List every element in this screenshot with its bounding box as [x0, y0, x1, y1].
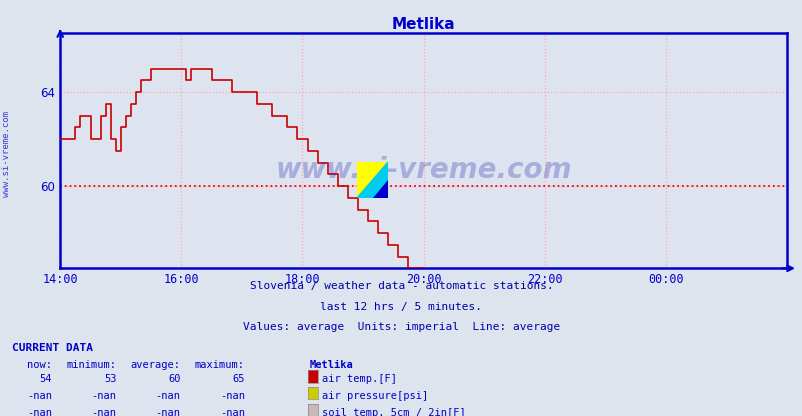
- Text: 54: 54: [39, 374, 52, 384]
- Text: air pressure[psi]: air pressure[psi]: [322, 391, 427, 401]
- Text: air temp.[F]: air temp.[F]: [322, 374, 396, 384]
- Text: www.si-vreme.com: www.si-vreme.com: [2, 111, 11, 197]
- Text: -nan: -nan: [156, 391, 180, 401]
- Text: -nan: -nan: [91, 391, 116, 401]
- Text: average:: average:: [131, 360, 180, 370]
- Text: Metlika: Metlika: [309, 360, 352, 370]
- Text: last 12 hrs / 5 minutes.: last 12 hrs / 5 minutes.: [320, 302, 482, 312]
- Text: minimum:: minimum:: [67, 360, 116, 370]
- Polygon shape: [357, 162, 387, 198]
- Text: www.si-vreme.com: www.si-vreme.com: [275, 156, 571, 183]
- Text: -nan: -nan: [91, 408, 116, 416]
- Text: CURRENT DATA: CURRENT DATA: [12, 343, 93, 353]
- Text: 65: 65: [232, 374, 245, 384]
- Text: Slovenia / weather data - automatic stations.: Slovenia / weather data - automatic stat…: [249, 281, 553, 291]
- Text: 60: 60: [168, 374, 180, 384]
- Title: Metlika: Metlika: [391, 17, 455, 32]
- Text: now:: now:: [27, 360, 52, 370]
- Text: -nan: -nan: [27, 391, 52, 401]
- Polygon shape: [372, 180, 387, 198]
- Text: -nan: -nan: [27, 408, 52, 416]
- Text: -nan: -nan: [220, 391, 245, 401]
- Text: Values: average  Units: imperial  Line: average: Values: average Units: imperial Line: av…: [242, 322, 560, 332]
- Text: -nan: -nan: [156, 408, 180, 416]
- Text: maximum:: maximum:: [195, 360, 245, 370]
- Text: soil temp. 5cm / 2in[F]: soil temp. 5cm / 2in[F]: [322, 408, 465, 416]
- Text: -nan: -nan: [220, 408, 245, 416]
- Polygon shape: [357, 162, 387, 198]
- Text: 53: 53: [103, 374, 116, 384]
